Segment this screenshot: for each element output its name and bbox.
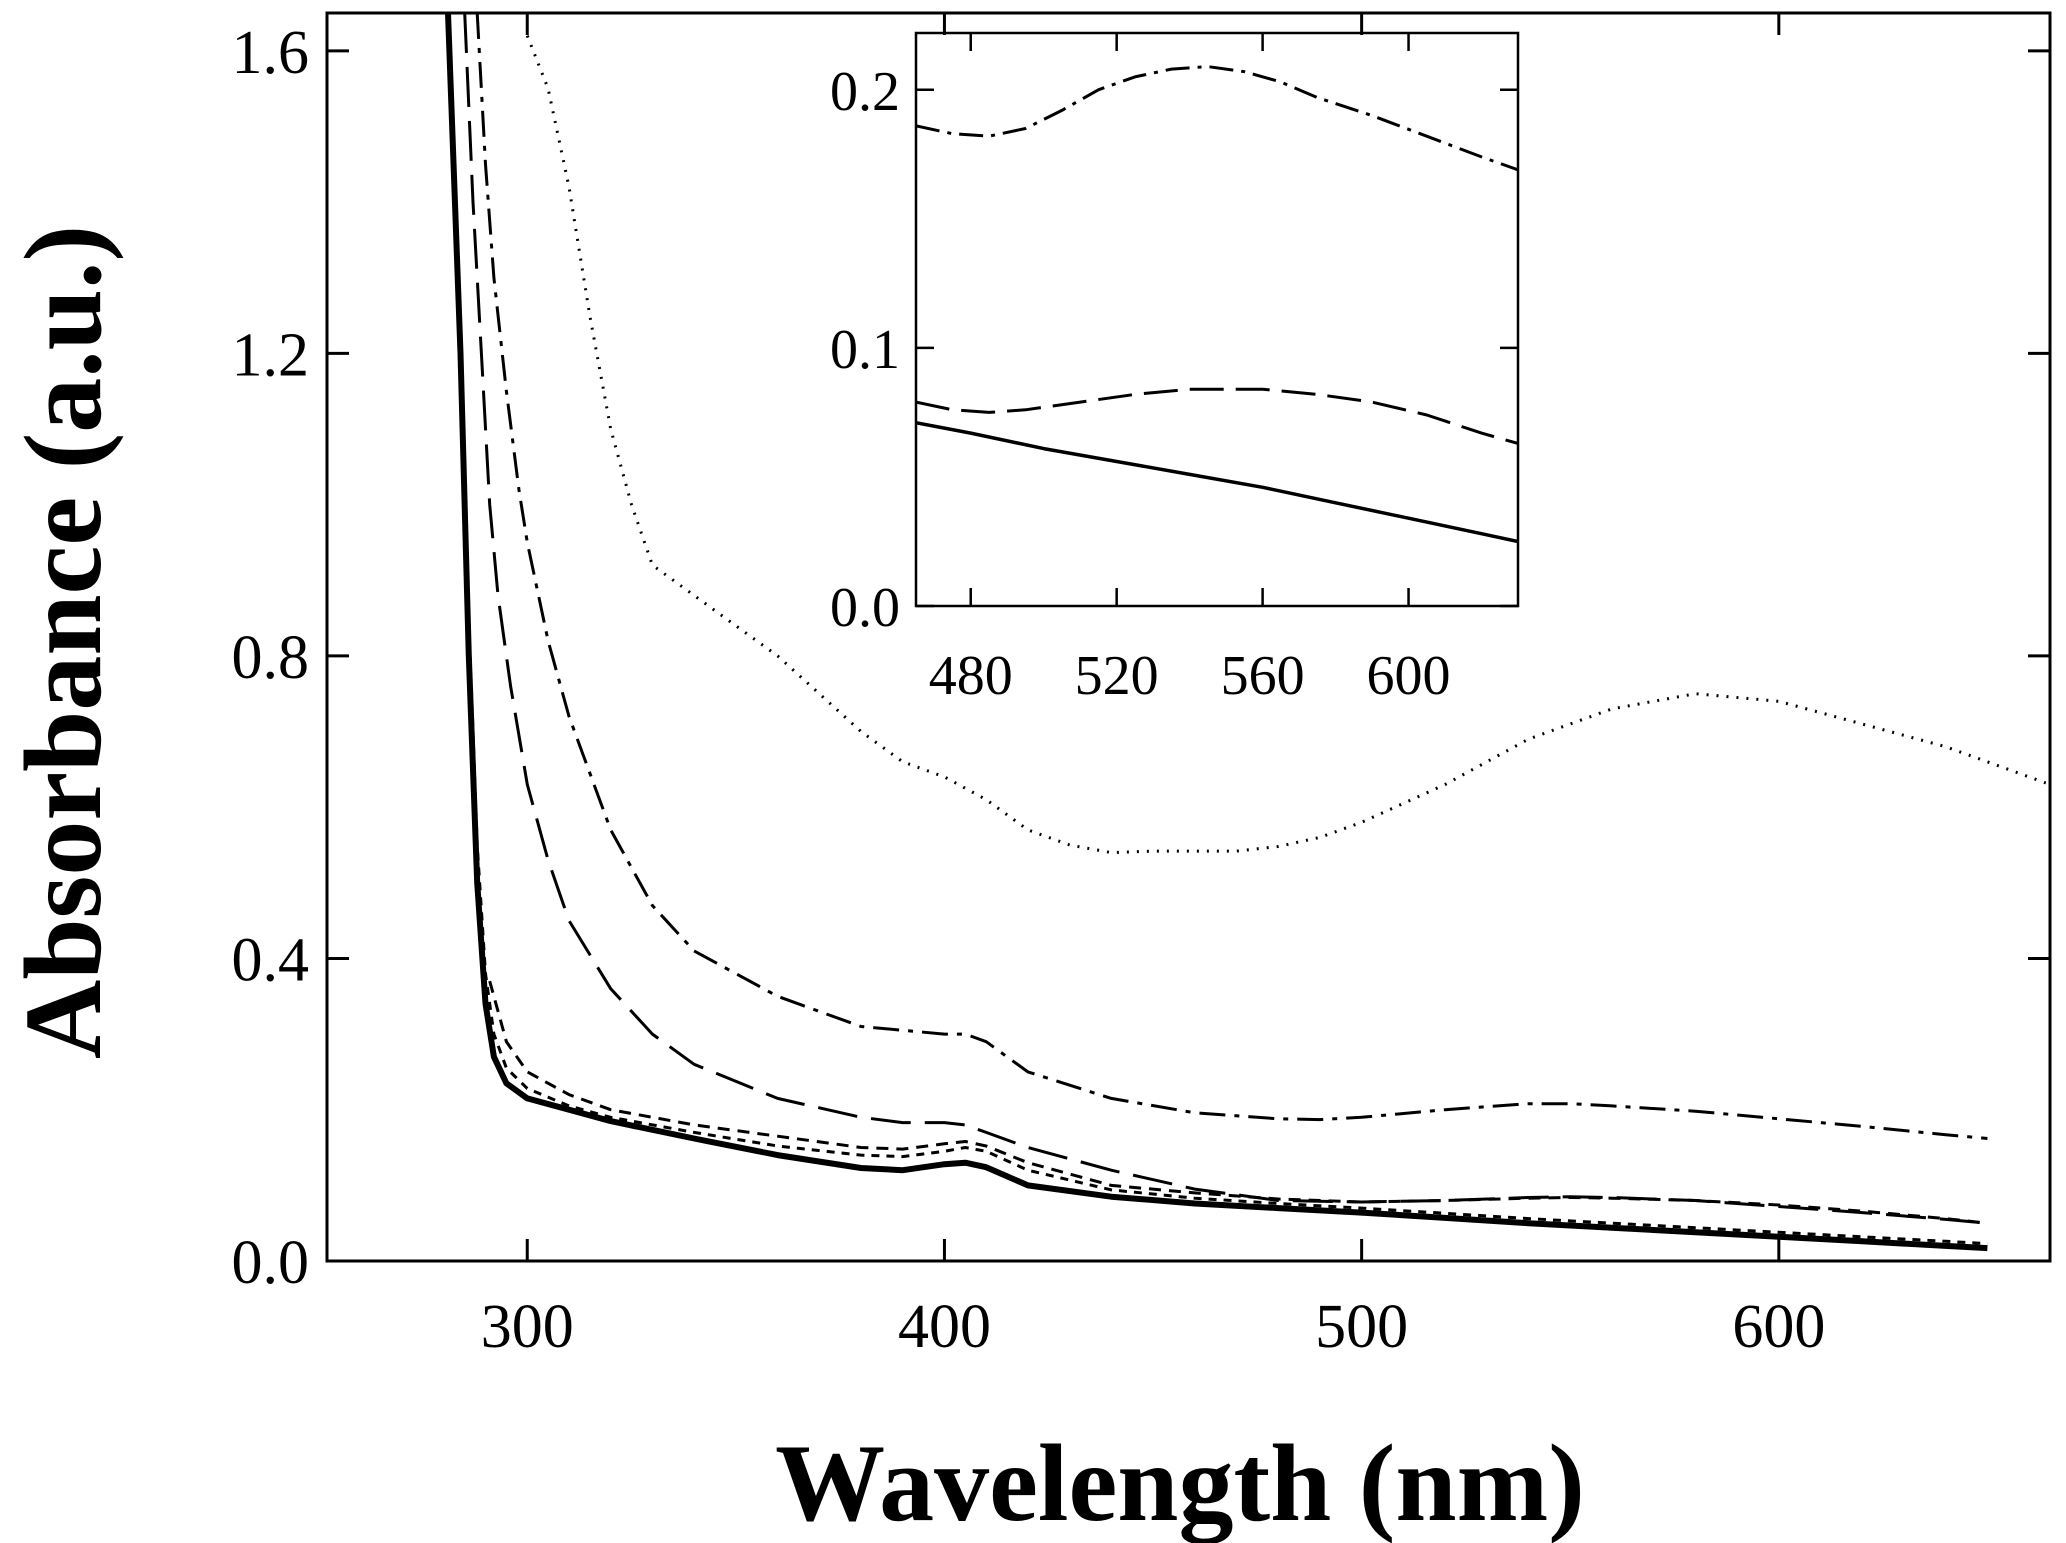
inset-x-tick-label: 520 (1075, 645, 1159, 707)
inset-series-inset-solid (916, 420, 1518, 544)
main-series-long-dash (463, 13, 1988, 1225)
main-series-dotted (525, 35, 2050, 855)
inset-series-inset-dash-dot (916, 65, 1518, 172)
main-y-tick-label: 0.4 (232, 926, 310, 994)
main-y-tick-label: 0.0 (232, 1229, 310, 1297)
main-plot: 300 400 500 600 0.0 0.4 0.8 1.2 1.6 (232, 11, 2052, 1361)
main-x-tick-label: 600 (1732, 1293, 1825, 1361)
inset-y-tick-label: 0.1 (830, 319, 900, 381)
inset-series-inset-long-dash (916, 387, 1518, 445)
main-x-tick-label: 500 (1315, 1293, 1408, 1361)
inset-plot-frame (914, 31, 1520, 608)
inset-x-tick-label: 480 (929, 645, 1013, 707)
main-plot-frame (325, 11, 2052, 1263)
main-y-tick-label: 1.6 (232, 19, 310, 87)
main-y-tick-label: 1.2 (232, 321, 310, 389)
inset-y-tick-label: 0.2 (830, 61, 900, 123)
inset-x-tick-label: 600 (1367, 645, 1451, 707)
inset-plot: 480 520 560 600 0.0 0.1 0.2 (830, 31, 1520, 707)
y-axis-title: Absorbance (a.u.) (2, 225, 124, 1059)
main-x-tick-label: 400 (898, 1293, 991, 1361)
inset-y-tick-label: 0.0 (830, 577, 900, 639)
main-series-solid-thick (445, 13, 1988, 1252)
inset-x-tick-label: 560 (1221, 645, 1305, 707)
main-series-short-dash-1 (446, 13, 1988, 1246)
main-series-dash-dot (475, 13, 1988, 1140)
main-x-tick-label: 300 (481, 1293, 574, 1361)
main-series-short-dash-2 (488, 980, 1988, 1225)
main-y-tick-label: 0.8 (232, 624, 310, 692)
x-axis-title: Wavelength (nm) (775, 1422, 1585, 1543)
